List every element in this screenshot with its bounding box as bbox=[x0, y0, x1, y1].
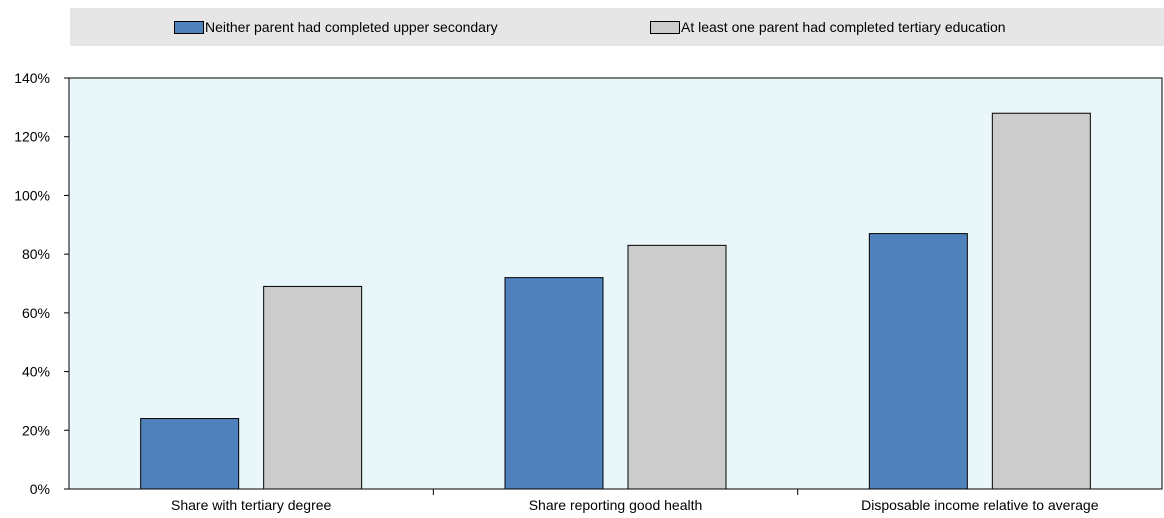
legend-label-series-2: At least one parent had completed tertia… bbox=[681, 19, 1006, 35]
legend-swatch-series-1 bbox=[174, 20, 204, 34]
axes-group: Share with tertiary degree Share reportin… bbox=[14, 70, 1162, 513]
bar-series-1-category-2 bbox=[504, 277, 604, 490]
bar-series-2-category-1 bbox=[263, 285, 363, 490]
legend-item-series-1: Neither parent had completed upper secon… bbox=[174, 19, 498, 35]
legend: Neither parent had completed upper secon… bbox=[70, 8, 1164, 46]
y-tick-label: 80% bbox=[22, 246, 50, 262]
plot-area bbox=[68, 77, 1163, 490]
y-tick-label: 120% bbox=[14, 129, 50, 145]
y-tick-label: 0% bbox=[30, 481, 50, 497]
y-tick-label: 40% bbox=[22, 364, 50, 380]
x-tick-label: Share with tertiary degree bbox=[171, 497, 332, 513]
bar-series-1-category-3 bbox=[868, 233, 968, 490]
legend-item-series-2: At least one parent had completed tertia… bbox=[650, 19, 1006, 35]
y-tick-label: 60% bbox=[22, 305, 50, 321]
bar-series-2-category-2 bbox=[627, 244, 727, 490]
legend-swatch-series-2 bbox=[650, 20, 680, 34]
x-tick-label: Disposable income relative to average bbox=[861, 497, 1099, 513]
bars-group bbox=[140, 112, 1091, 490]
y-tick-label: 140% bbox=[14, 70, 50, 86]
y-tick-label: 20% bbox=[22, 422, 50, 438]
x-tick-label: Share reporting good health bbox=[529, 497, 703, 513]
bar-series-1-category-1 bbox=[140, 418, 240, 490]
y-tick-label: 100% bbox=[14, 187, 50, 203]
legend-label-series-1: Neither parent had completed upper secon… bbox=[205, 19, 498, 35]
bar-series-2-category-3 bbox=[991, 112, 1091, 490]
